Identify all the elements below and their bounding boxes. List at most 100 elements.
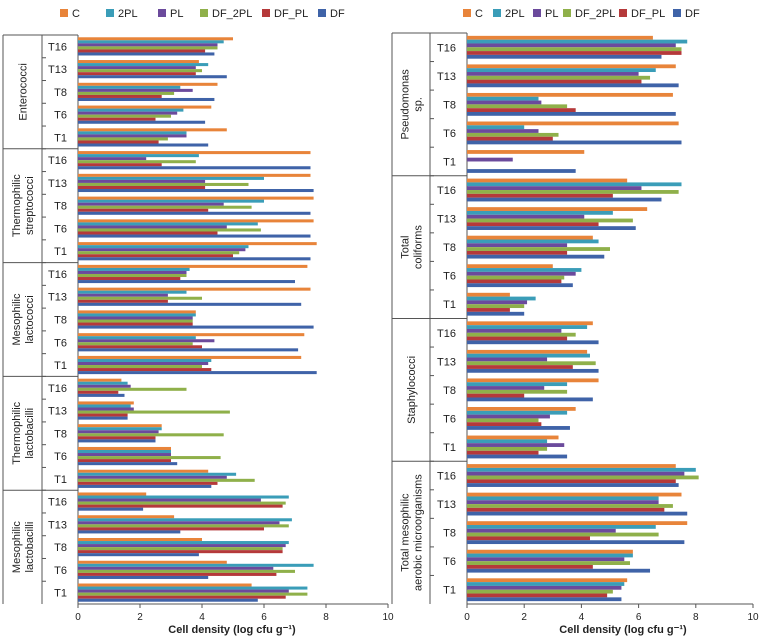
legend-label-pl: PL — [170, 8, 183, 20]
legend-swatch-df-pl — [619, 9, 627, 17]
category-label-t13: T13 — [437, 71, 456, 83]
bar-mesophilic-lactobacilli-t8-df — [78, 553, 199, 557]
category-label-t6: T6 — [54, 223, 67, 235]
bar-mesophilic-lactococci-t16-2pl — [78, 267, 190, 271]
bar-staphylococci-t13-pl — [467, 357, 548, 362]
x-tick-label: 0 — [75, 612, 81, 623]
category-label-t6: T6 — [443, 271, 456, 283]
bar-mesophilic-lactobacilli-t13-pl — [78, 521, 280, 525]
bar-total-coliforms-t8-df — [467, 254, 605, 259]
group-label-line: Pseudomonas — [400, 69, 412, 140]
group-label-line: aerobic microorganisms — [413, 474, 425, 591]
category-label-t1: T1 — [54, 474, 67, 486]
bar-thermophilic-streptococci-t8-df-2pl — [78, 205, 252, 209]
bar-total-mesophilic-aerobic-microorganisms-t16-df-pl — [467, 479, 676, 484]
bar-total-coliforms-t6-pl — [467, 271, 576, 276]
bar-total-coliforms-t6-2pl — [467, 268, 582, 272]
group-label-thermophilic-streptococci: Thermophilicstreptococci — [11, 174, 36, 237]
bar-staphylococci-t13-c — [467, 349, 588, 354]
bar-mesophilic-lactobacilli-t16-df — [78, 507, 144, 511]
legend-label-df: DF — [685, 8, 700, 20]
legend-swatch-c — [60, 9, 68, 17]
bar-total-mesophilic-aerobic-microorganisms-t16-pl — [467, 471, 685, 476]
bar-thermophilic-lactobacilli-t8-pl — [78, 430, 159, 434]
group-label-pseudomonas-sp: Pseudomonassp. — [400, 69, 425, 140]
bar-staphylococci-t16-df-2pl — [467, 332, 576, 337]
bar-enterococci-t1-df-pl — [78, 140, 159, 144]
bar-pseudomonas-sp-t8-df-pl — [467, 108, 576, 112]
category-label-t1: T1 — [443, 156, 456, 168]
bar-thermophilic-streptococci-t16-df-2pl — [78, 160, 196, 164]
category-label-t16: T16 — [48, 383, 67, 395]
bar-pseudomonas-sp-t6-df-pl — [467, 136, 553, 141]
bar-mesophilic-lactococci-t6-c — [78, 333, 305, 337]
category-label-t6: T6 — [54, 565, 67, 577]
legend-label-df-2pl: DF_2PL — [575, 8, 615, 20]
bar-total-coliforms-t8-pl — [467, 243, 568, 248]
bar-thermophilic-streptococci-t1-c — [78, 242, 317, 246]
bar-total-coliforms-t16-df — [467, 197, 662, 202]
x-axis-title-right: Cell density (log cfu g⁻¹) — [559, 624, 687, 636]
legend-swatch-2pl — [493, 9, 501, 17]
bar-enterococci-t6-df — [78, 120, 206, 124]
bar-mesophilic-lactobacilli-t1-df-2pl — [78, 592, 308, 596]
bar-pseudomonas-sp-t16-pl — [467, 43, 676, 48]
legend-swatch-c — [463, 9, 471, 17]
group-label-total-mesophilic-aerobic-microorganisms: Total mesophilicaerobic microorganisms — [400, 474, 425, 591]
bar-pseudomonas-sp-t16-df — [467, 54, 662, 59]
category-label-t13: T13 — [48, 64, 67, 76]
bar-total-mesophilic-aerobic-microorganisms-t13-pl — [467, 500, 659, 505]
legend-label-c: C — [475, 8, 483, 20]
bar-thermophilic-lactobacilli-t13-df-pl — [78, 413, 128, 417]
bar-total-coliforms-t16-2pl — [467, 182, 682, 187]
group-label-line: lactobacilli — [24, 522, 36, 573]
bar-enterococci-t16-df-2pl — [78, 46, 218, 50]
bar-total-coliforms-t8-2pl — [467, 239, 599, 244]
bar-staphylococci-t6-2pl — [467, 410, 568, 415]
bar-total-mesophilic-aerobic-microorganisms-t16-c — [467, 464, 676, 468]
bar-thermophilic-streptococci-t1-df-pl — [78, 254, 233, 258]
group-label-line: Mesophilic — [11, 293, 23, 345]
legend-swatch-df — [673, 9, 681, 17]
bar-total-coliforms-t13-df — [467, 226, 636, 230]
category-label-t8: T8 — [443, 528, 456, 540]
bar-thermophilic-lactobacilli-t16-pl — [78, 384, 131, 388]
bar-thermophilic-streptococci-t8-df — [78, 211, 311, 215]
bar-staphylococci-t1-2pl — [467, 439, 548, 444]
x-tick-label: 6 — [636, 612, 642, 623]
group-label-line: Thermophilic — [11, 401, 23, 464]
bar-total-mesophilic-aerobic-microorganisms-t8-df-2pl — [467, 532, 659, 537]
category-label-t16: T16 — [48, 497, 67, 509]
bar-thermophilic-lactobacilli-t16-2pl — [78, 381, 128, 385]
bar-thermophilic-streptococci-t1-pl — [78, 248, 246, 252]
category-label-t13: T13 — [48, 178, 67, 190]
bar-mesophilic-lactobacilli-t6-df-2pl — [78, 569, 295, 573]
bar-pseudomonas-sp-t6-df-2pl — [467, 132, 559, 137]
group-label-line: lactococci — [24, 295, 36, 343]
bar-thermophilic-streptococci-t13-df-pl — [78, 185, 206, 190]
bar-enterococci-t16-pl — [78, 43, 218, 47]
bar-thermophilic-lactobacilli-t1-df-pl — [78, 481, 218, 485]
bar-staphylococci-t1-df — [467, 454, 568, 459]
bar-thermophilic-streptococci-t6-2pl — [78, 222, 258, 226]
bar-staphylococci-t16-df-pl — [467, 336, 568, 341]
bar-total-coliforms-t6-df — [467, 283, 573, 288]
bar-pseudomonas-sp-t13-df-2pl — [467, 75, 651, 80]
bar-mesophilic-lactobacilli-t8-df-2pl — [78, 547, 283, 551]
bar-mesophilic-lactococci-t16-df-2pl — [78, 273, 187, 278]
bar-staphylococci-t16-pl — [467, 328, 562, 333]
bar-pseudomonas-sp-t8-df — [467, 111, 676, 116]
bar-total-mesophilic-aerobic-microorganisms-t8-2pl — [467, 525, 656, 529]
bar-staphylococci-t1-pl — [467, 443, 565, 447]
bar-thermophilic-streptococci-t16-df — [78, 166, 311, 170]
bar-thermophilic-streptococci-t16-df-pl — [78, 163, 162, 167]
bar-staphylococci-t16-2pl — [467, 325, 588, 329]
bar-mesophilic-lactococci-t8-c — [78, 310, 196, 314]
bar-thermophilic-lactobacilli-t6-2pl — [78, 449, 171, 454]
bar-enterococci-t13-df-2pl — [78, 69, 202, 73]
bar-total-mesophilic-aerobic-microorganisms-t6-df-2pl — [467, 561, 631, 565]
legend-swatch-pl — [158, 9, 166, 17]
bar-enterococci-t1-c — [78, 128, 227, 132]
bar-pseudomonas-sp-t8-c — [467, 92, 673, 97]
bar-enterococci-t8-df-pl — [78, 94, 162, 98]
